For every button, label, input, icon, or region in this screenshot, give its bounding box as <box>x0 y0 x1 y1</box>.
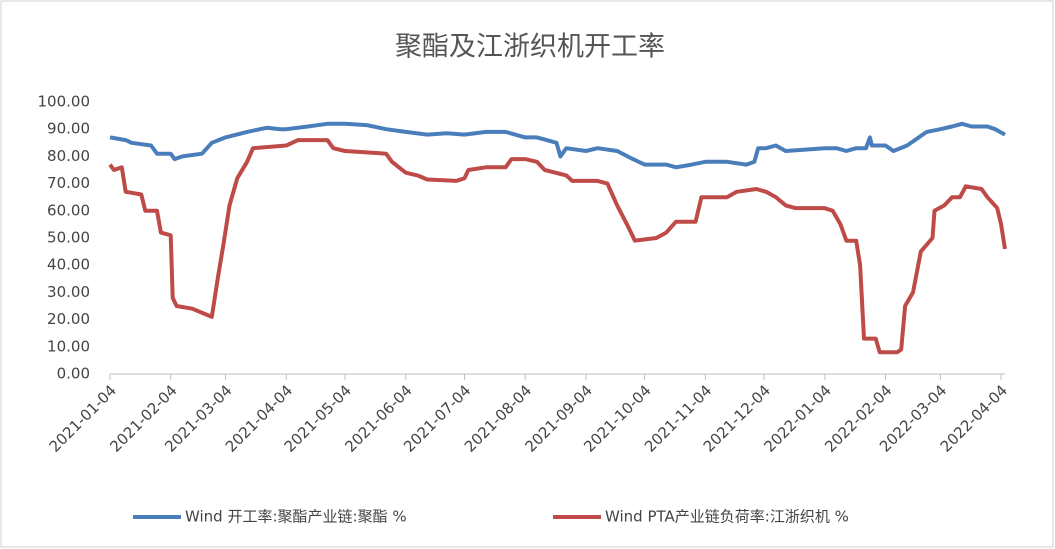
series-line <box>108 138 1007 355</box>
y-tick-label: 100.00 <box>38 93 91 111</box>
y-tick-label: 40.00 <box>47 256 90 274</box>
legend-label: Wind 开工率:聚酯产业链:聚酯 % <box>185 508 407 526</box>
y-tick-label: 90.00 <box>47 120 90 138</box>
chart-title: 聚酯及江浙织机开工率 <box>395 32 665 63</box>
y-tick-label: 70.00 <box>47 174 90 192</box>
y-tick-label: 0.00 <box>57 365 90 383</box>
y-tick-label: 80.00 <box>47 147 90 165</box>
y-tick-label: 20.00 <box>47 310 90 328</box>
y-tick-label: 50.00 <box>47 229 90 247</box>
legend-label: Wind PTA产业链负荷率:江浙织机 % <box>605 508 849 526</box>
y-tick-label: 10.00 <box>47 337 90 355</box>
y-tick-label: 60.00 <box>47 201 90 219</box>
y-tick-label: 30.00 <box>47 283 90 301</box>
series-line <box>109 121 1006 170</box>
